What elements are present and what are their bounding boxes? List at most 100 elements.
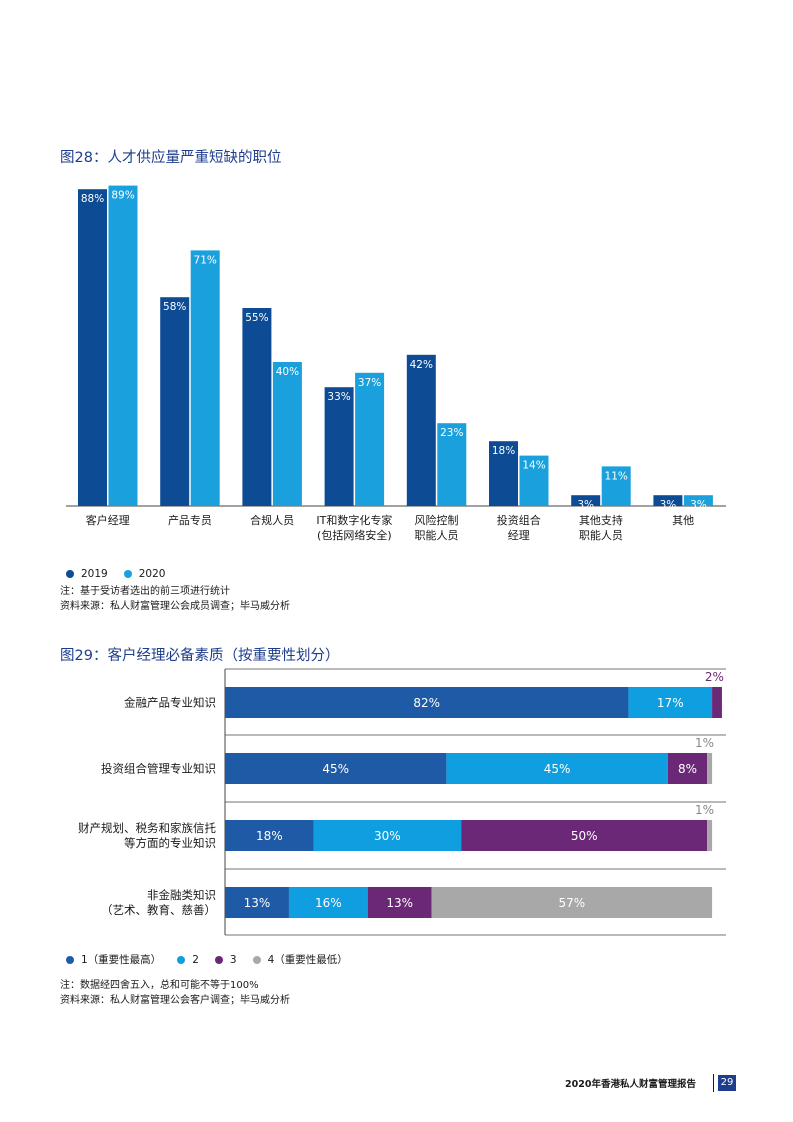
category-label-3-0: 非金融类知识 <box>147 888 216 902</box>
data-label-rank2-0: 17% <box>657 696 684 710</box>
data-label-2019-6: 3% <box>577 499 594 511</box>
category-label-2-0: 合规人员 <box>250 513 294 527</box>
data-label-2020-0: 89% <box>111 190 134 202</box>
fig29-note: 注：数据经四舍五入，总和可能不等于100% <box>60 980 259 991</box>
data-label-rank1-0: 82% <box>413 696 440 710</box>
data-label-2019-3: 33% <box>327 391 350 403</box>
data-label-2019-1: 58% <box>163 301 186 313</box>
category-label-4-1: 职能人员 <box>415 528 459 542</box>
legend-item-rank1: 1（重要性最高） <box>66 952 161 967</box>
legend-item-rank3: 3 <box>214 953 237 966</box>
data-label-rank3-1: 8% <box>678 762 697 776</box>
legend-item-2020: 2020 <box>123 568 165 580</box>
page-number: 29 <box>718 1075 736 1091</box>
bar-rank2-1 <box>446 753 668 784</box>
data-label-rank1-2: 18% <box>256 829 283 843</box>
fig29-stacked-bar-chart: 82% 17% 2% 金融产品专业知识 45% 45% 8% 1% 投资组合管理专业知识 18% 3… <box>78 668 726 936</box>
data-label-rank3-3: 13% <box>386 896 413 910</box>
fig29-source: 资料来源：私人财富管理公会客户调查；毕马威分析 <box>60 995 290 1006</box>
category-label-3-0: IT和数字化专家 <box>316 513 392 527</box>
data-label-rank1-3: 13% <box>244 896 271 910</box>
legend-label-rank3: 3 <box>229 953 237 966</box>
bar-2019-6 <box>571 495 601 506</box>
fig29-title: 图29：客户经理必备素质（按重要性划分） <box>60 648 340 664</box>
bar-rank2-0 <box>628 687 713 718</box>
fig28-source: 资料来源：私人财富管理公会成员调查；毕马威分析 <box>60 601 290 612</box>
data-label-rank4-3: 57% <box>559 896 586 910</box>
bar-rank3-1 <box>667 753 708 784</box>
fig28-legend: 2019 2020 <box>66 568 181 580</box>
bar-2020-5 <box>519 455 549 506</box>
bar-2019-2 <box>242 308 272 506</box>
category-label-2-1: 等方面的专业知识 <box>124 836 216 850</box>
fig29-legend: 1（重要性最高） 2 3 4（重要性最低） <box>66 952 364 967</box>
bar-2019-5 <box>489 441 518 506</box>
bar-rank4-2 <box>707 820 713 851</box>
data-label-2020-3: 37% <box>358 377 381 389</box>
bar-rank3-2 <box>461 820 708 851</box>
bar-2020-0 <box>108 185 138 506</box>
legend-swatch-rank3 <box>214 955 223 964</box>
bar-2019-0 <box>78 189 107 506</box>
data-label-2020-1: 71% <box>194 254 217 266</box>
category-label-6-0: 其他支持 <box>579 513 623 527</box>
data-label-2020-2: 40% <box>276 366 299 378</box>
bar-rank1-1 <box>225 753 447 784</box>
bar-2020-3 <box>355 372 385 506</box>
data-label-rank2-3: 16% <box>315 896 342 910</box>
category-label-6-1: 职能人员 <box>579 528 623 542</box>
category-label-3-1: (包括网络安全) <box>317 528 392 542</box>
bar-rank3-3 <box>367 887 432 918</box>
fig28-bar-chart: 88% 89% 客户经理 58% 71% 产品专员 55% 40% 合规人员 33% 37% IT和数… <box>66 185 726 542</box>
bar-2020-6 <box>601 466 631 506</box>
legend-swatch-2019 <box>66 570 74 578</box>
data-label-2019-0: 88% <box>81 193 104 205</box>
legend-item-rank4: 4（重要性最低） <box>252 952 348 967</box>
data-label-rank2-1: 45% <box>544 762 571 776</box>
data-label-rank3-2: 50% <box>571 829 598 843</box>
data-label-rank1-1: 45% <box>322 762 349 776</box>
bar-rank2-3 <box>288 887 368 918</box>
data-label-2020-6: 11% <box>605 470 628 482</box>
legend-swatch-rank2 <box>177 955 186 964</box>
bar-2019-3 <box>324 387 354 506</box>
bar-2020-2 <box>272 362 302 506</box>
legend-label-2019: 2019 <box>81 568 108 580</box>
data-label-2019-2: 55% <box>245 312 268 324</box>
bar-2019-1 <box>160 297 190 506</box>
legend-swatch-2020 <box>123 570 132 578</box>
category-label-0-0: 金融产品专业知识 <box>124 696 216 710</box>
category-label-1-0: 投资组合管理专业知识 <box>101 762 216 776</box>
legend-item-rank2: 2 <box>177 954 199 966</box>
bar-rank1-2 <box>225 820 314 851</box>
legend-label-rank1: 1（重要性最高） <box>81 954 162 966</box>
category-label-5-1: 经理 <box>508 529 530 542</box>
bar-rank2-2 <box>313 820 462 851</box>
category-label-4-0: 风险控制 <box>415 513 459 527</box>
category-label-7-0: 其他 <box>672 514 694 527</box>
category-label-3-1: （艺术、教育、慈善） <box>101 903 216 917</box>
data-label-rank3-0: 2% <box>705 670 724 684</box>
footer-report-title: 2020年香港私人财富管理报告 <box>565 1079 696 1090</box>
category-label-2-0: 财产规划、税务和家族信托 <box>78 821 216 835</box>
data-label-2020-4: 23% <box>440 427 463 439</box>
data-label-2019-5: 18% <box>492 445 515 457</box>
bar-rank3-0 <box>712 687 722 718</box>
bar-2020-7 <box>683 495 713 506</box>
data-label-2020-7: 3% <box>690 499 707 511</box>
bar-2019-7 <box>653 495 683 506</box>
data-label-rank2-2: 30% <box>374 829 401 843</box>
bar-rank1-0 <box>225 687 629 718</box>
data-label-2020-5: 14% <box>522 460 545 472</box>
data-label-2019-7: 3% <box>660 499 677 511</box>
legend-label-rank4: 4（重要性最低） <box>267 954 348 966</box>
legend-label-rank2: 2 <box>192 953 199 966</box>
category-label-0-0: 客户经理 <box>86 513 130 527</box>
category-label-5-0: 投资组合 <box>497 513 541 527</box>
data-label-rank4-2: 1% <box>695 803 714 817</box>
fig28-title: 图28：人才供应量严重短缺的职位 <box>60 150 282 166</box>
bar-2020-4 <box>437 423 467 506</box>
data-label-2019-4: 42% <box>410 359 433 371</box>
category-label-1-0: 产品专员 <box>168 513 212 527</box>
bar-rank4-1 <box>707 753 713 784</box>
